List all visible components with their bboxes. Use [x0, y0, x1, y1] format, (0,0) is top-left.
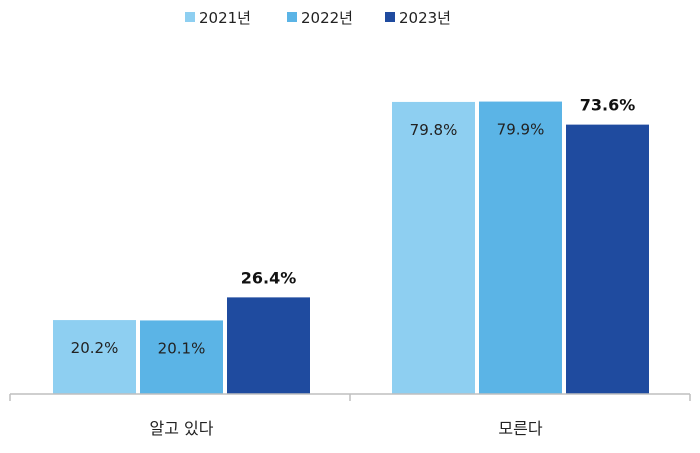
legend-label-2: 2022년: [301, 9, 353, 27]
legend-swatch-3: [385, 12, 395, 22]
data-label-2-2: 79.9%: [497, 121, 545, 139]
legend-label-1: 2021년: [199, 9, 251, 27]
bar-2-2: [479, 101, 562, 394]
data-label-3-1: 26.4%: [241, 268, 297, 287]
data-label-1-1: 20.2%: [71, 339, 119, 357]
data-label-1-2: 79.8%: [410, 121, 458, 139]
bar-3-2: [566, 124, 649, 395]
bars-layer: [53, 101, 649, 395]
bar-1-2: [392, 101, 475, 394]
legend-label-3: 2023년: [399, 9, 451, 27]
x-tick-label-2: 모른다: [498, 419, 542, 438]
x-axis: 알고 있다 모른다: [9, 393, 691, 438]
data-label-2-1: 20.1%: [158, 339, 206, 357]
legend: 2021년 2022년 2023년: [185, 9, 451, 27]
legend-swatch-1: [185, 12, 195, 22]
legend-swatch-2: [287, 12, 297, 22]
x-tick-label-1: 알고 있다: [150, 419, 214, 438]
bar-1-1: [53, 320, 136, 394]
data-labels-layer: 20.2% 20.1% 26.4% 79.8% 79.9% 73.6%: [71, 96, 636, 358]
bar-3-1: [227, 297, 310, 394]
data-label-3-2: 73.6%: [580, 96, 636, 115]
bar-2-1: [140, 320, 223, 394]
